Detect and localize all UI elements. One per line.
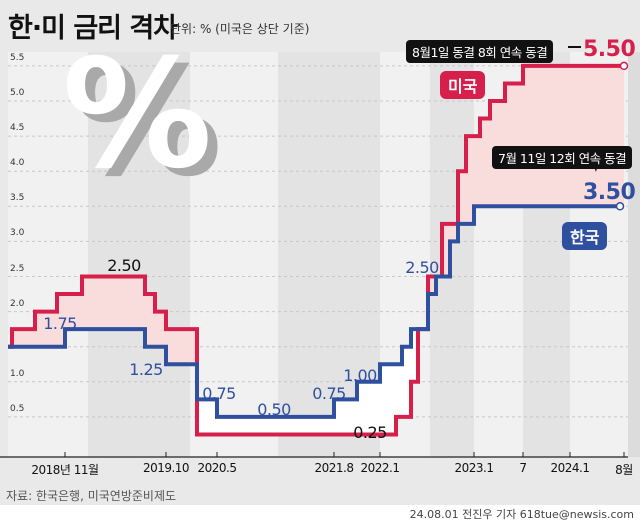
gap-fill-segment bbox=[505, 83, 523, 207]
x-tick-label: 8월 bbox=[615, 463, 633, 477]
y-tick-label: 1.0 bbox=[10, 368, 25, 379]
percent-decoration: % bbox=[62, 28, 213, 202]
gap-fill-segment bbox=[466, 136, 474, 224]
gap-fill-segment bbox=[57, 294, 65, 347]
gap-fill-segment bbox=[35, 311, 57, 347]
us-rate-line bbox=[8, 63, 624, 437]
us-callout: 8월1일 동결 8회 연속 동결 bbox=[406, 40, 554, 63]
gap-fill-segment bbox=[396, 364, 402, 417]
y-tick-label: 2.5 bbox=[10, 263, 25, 274]
gap-fill-segment bbox=[166, 329, 197, 365]
chart-subtitle: 단위: % (미국은 상단 기준) bbox=[170, 22, 310, 36]
data-label-kr-0-50: 0.50 bbox=[257, 400, 291, 419]
data-label-kr-1-00: 1.00 bbox=[343, 366, 377, 385]
x-tick-label: 7 bbox=[519, 461, 527, 475]
chart-title: 한·미 금리 격차 bbox=[8, 13, 178, 44]
legend-korea-badge: 한국 bbox=[562, 222, 608, 250]
gap-fill-segment bbox=[65, 294, 82, 330]
credit-strip bbox=[0, 505, 640, 523]
data-label-kr-0-75: 0.75 bbox=[202, 384, 236, 403]
gap-fill-segment bbox=[411, 329, 418, 382]
y-tick-label: 2.0 bbox=[10, 298, 25, 309]
y-tick-label: 0.5 bbox=[10, 403, 25, 414]
right-band bbox=[628, 52, 640, 457]
gap-fill-segment bbox=[12, 329, 35, 347]
x-tick-label: 2021.8 bbox=[314, 461, 355, 475]
gap-fill-segment bbox=[155, 311, 166, 347]
legend-us-badge: 미국 bbox=[440, 71, 486, 99]
data-label-kr-0-75b: 0.75 bbox=[312, 384, 346, 403]
y-tick-label: 5.0 bbox=[10, 88, 25, 98]
x-tick-label: 2024.1 bbox=[550, 461, 591, 475]
y-tick-label: 3.5 bbox=[10, 193, 25, 204]
gap-fill-segment bbox=[523, 65, 624, 207]
gap-fill-segment bbox=[480, 118, 490, 207]
data-label-kr-1-75: 1.75 bbox=[43, 314, 77, 333]
gap-fill-segment bbox=[82, 276, 145, 330]
y-tick-label: 3.0 bbox=[10, 228, 25, 239]
korea-end-point bbox=[615, 202, 625, 211]
data-label-kr-1-25: 1.25 bbox=[129, 360, 163, 379]
korea-latest-value: 3.50 bbox=[583, 180, 636, 205]
gap-fill-segment bbox=[380, 364, 396, 435]
korea-rate-line bbox=[8, 204, 624, 419]
gap-fill-segment bbox=[402, 346, 411, 417]
source-note: 자료: 한국은행, 미국연방준비제도 bbox=[6, 489, 177, 503]
x-tick-label: 2022.1 bbox=[360, 461, 401, 475]
x-tick-label: 2020.5 bbox=[197, 461, 238, 475]
data-label-us-0-25: 0.25 bbox=[353, 423, 387, 442]
gap-fill-segment bbox=[217, 416, 334, 435]
us-latest-value: 5.50 bbox=[583, 37, 636, 62]
gap-fill-segment bbox=[357, 381, 380, 435]
x-tick-label: 2019.10 bbox=[142, 461, 190, 475]
credit-line: 24.08.01 전진우 기자 618tue@newsis.com bbox=[409, 508, 634, 521]
gap-fill-segment bbox=[474, 136, 480, 207]
x-tick-label: 2023.1 bbox=[454, 461, 495, 475]
y-tick-label: 4.5 bbox=[10, 123, 25, 134]
gap-fill-segment bbox=[145, 294, 155, 347]
gap-fill-segment bbox=[450, 223, 458, 242]
y-tick-label: 5.5 bbox=[10, 52, 25, 63]
gap-fill-segment bbox=[428, 276, 436, 295]
korea-callout: 7월 11일 12회 연속 동결 bbox=[492, 146, 633, 169]
data-label-kr-2-50: 2.50 bbox=[405, 258, 439, 277]
us-end-point bbox=[619, 61, 629, 71]
gap-fill-segment bbox=[458, 171, 466, 224]
year-band-0 bbox=[88, 52, 190, 457]
y-tick-label: 4.0 bbox=[10, 158, 25, 169]
gap-fill-segment bbox=[334, 399, 357, 435]
gap-fill-segment bbox=[442, 223, 450, 277]
data-label-us-2-50: 2.50 bbox=[107, 256, 141, 275]
gap-fill-segment bbox=[197, 399, 217, 435]
x-tick-label: 2018년 11월 bbox=[31, 463, 99, 477]
